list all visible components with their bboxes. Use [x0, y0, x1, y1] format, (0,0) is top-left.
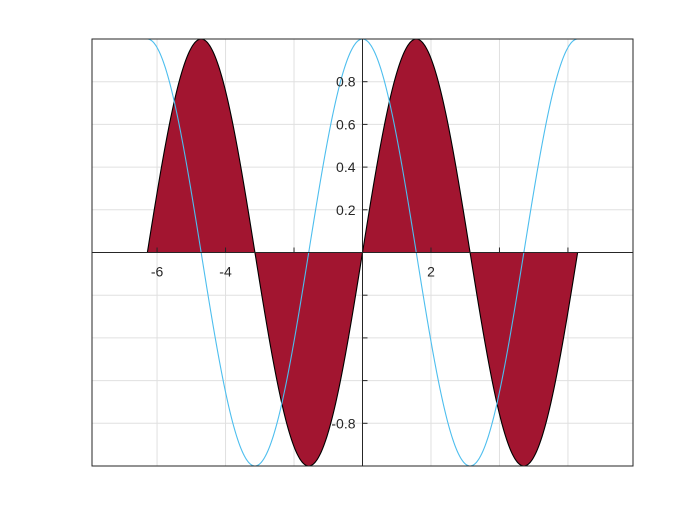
y-tick-label: 0.4 — [336, 159, 356, 175]
y-tick-label: 0.6 — [336, 116, 356, 132]
y-tick-label: 0.8 — [336, 74, 356, 90]
plot-frame — [91, 38, 634, 467]
x-tick-label: 2 — [427, 264, 435, 280]
y-tick-label: 0.2 — [336, 202, 356, 218]
y-tick-label: -0.8 — [331, 415, 355, 431]
x-tick-label: -6 — [151, 264, 164, 280]
x-tick-label: -4 — [219, 264, 232, 280]
